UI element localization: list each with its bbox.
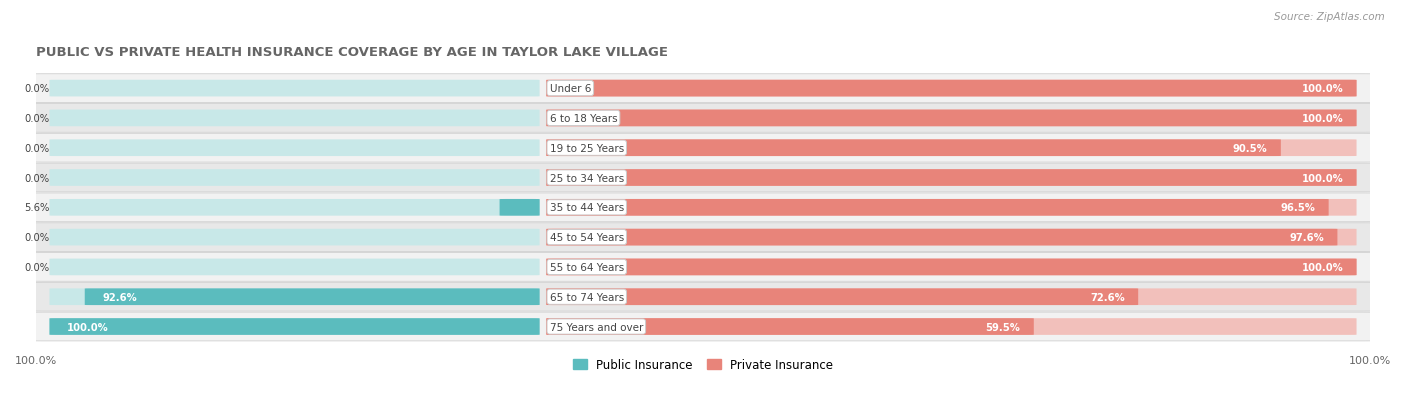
FancyBboxPatch shape bbox=[547, 259, 1357, 275]
Text: 97.6%: 97.6% bbox=[1289, 233, 1324, 242]
FancyBboxPatch shape bbox=[547, 110, 1357, 127]
FancyBboxPatch shape bbox=[27, 75, 1379, 103]
FancyBboxPatch shape bbox=[49, 110, 540, 127]
Text: 90.5%: 90.5% bbox=[1233, 143, 1267, 153]
FancyBboxPatch shape bbox=[547, 318, 1357, 335]
FancyBboxPatch shape bbox=[49, 140, 540, 157]
Text: 100.0%: 100.0% bbox=[1302, 173, 1343, 183]
Text: 6 to 18 Years: 6 to 18 Years bbox=[550, 114, 617, 123]
Text: Under 6: Under 6 bbox=[550, 84, 591, 94]
FancyBboxPatch shape bbox=[84, 289, 540, 305]
FancyBboxPatch shape bbox=[49, 259, 540, 275]
Text: 0.0%: 0.0% bbox=[24, 114, 49, 123]
FancyBboxPatch shape bbox=[547, 81, 1357, 97]
Text: 35 to 44 Years: 35 to 44 Years bbox=[550, 203, 624, 213]
FancyBboxPatch shape bbox=[547, 229, 1357, 246]
Text: 65 to 74 Years: 65 to 74 Years bbox=[550, 292, 624, 302]
Text: 0.0%: 0.0% bbox=[24, 84, 49, 94]
Text: 100.0%: 100.0% bbox=[1302, 262, 1343, 272]
Text: 5.6%: 5.6% bbox=[24, 203, 49, 213]
Text: 55 to 64 Years: 55 to 64 Years bbox=[550, 262, 624, 272]
FancyBboxPatch shape bbox=[27, 164, 1379, 192]
FancyBboxPatch shape bbox=[547, 199, 1357, 216]
FancyBboxPatch shape bbox=[547, 318, 1033, 335]
FancyBboxPatch shape bbox=[49, 318, 540, 335]
FancyBboxPatch shape bbox=[49, 170, 540, 186]
Text: 0.0%: 0.0% bbox=[24, 173, 49, 183]
Text: 19 to 25 Years: 19 to 25 Years bbox=[550, 143, 624, 153]
FancyBboxPatch shape bbox=[547, 140, 1357, 157]
Legend: Public Insurance, Private Insurance: Public Insurance, Private Insurance bbox=[568, 354, 838, 376]
Text: 0.0%: 0.0% bbox=[24, 143, 49, 153]
Text: 92.6%: 92.6% bbox=[103, 292, 136, 302]
FancyBboxPatch shape bbox=[547, 110, 1357, 127]
Text: 100.0%: 100.0% bbox=[1302, 114, 1343, 123]
FancyBboxPatch shape bbox=[547, 170, 1357, 186]
Text: 100.0%: 100.0% bbox=[67, 322, 108, 332]
Text: 75 Years and over: 75 Years and over bbox=[550, 322, 643, 332]
FancyBboxPatch shape bbox=[547, 170, 1357, 186]
FancyBboxPatch shape bbox=[547, 259, 1357, 275]
Text: 96.5%: 96.5% bbox=[1281, 203, 1315, 213]
FancyBboxPatch shape bbox=[27, 134, 1379, 163]
FancyBboxPatch shape bbox=[547, 289, 1357, 305]
FancyBboxPatch shape bbox=[27, 253, 1379, 282]
Text: 100.0%: 100.0% bbox=[1302, 84, 1343, 94]
FancyBboxPatch shape bbox=[27, 223, 1379, 252]
Text: 0.0%: 0.0% bbox=[24, 262, 49, 272]
Text: 25 to 34 Years: 25 to 34 Years bbox=[550, 173, 624, 183]
FancyBboxPatch shape bbox=[49, 199, 540, 216]
Text: Source: ZipAtlas.com: Source: ZipAtlas.com bbox=[1274, 12, 1385, 22]
FancyBboxPatch shape bbox=[49, 318, 540, 335]
FancyBboxPatch shape bbox=[49, 229, 540, 246]
FancyBboxPatch shape bbox=[547, 289, 1139, 305]
FancyBboxPatch shape bbox=[49, 81, 540, 97]
FancyBboxPatch shape bbox=[27, 193, 1379, 222]
FancyBboxPatch shape bbox=[547, 199, 1329, 216]
Text: 72.6%: 72.6% bbox=[1090, 292, 1125, 302]
FancyBboxPatch shape bbox=[49, 289, 540, 305]
FancyBboxPatch shape bbox=[499, 199, 540, 216]
FancyBboxPatch shape bbox=[547, 229, 1337, 246]
FancyBboxPatch shape bbox=[27, 282, 1379, 311]
FancyBboxPatch shape bbox=[547, 81, 1357, 97]
FancyBboxPatch shape bbox=[547, 140, 1281, 157]
Text: 59.5%: 59.5% bbox=[986, 322, 1021, 332]
Text: 0.0%: 0.0% bbox=[24, 233, 49, 242]
FancyBboxPatch shape bbox=[27, 104, 1379, 133]
Text: PUBLIC VS PRIVATE HEALTH INSURANCE COVERAGE BY AGE IN TAYLOR LAKE VILLAGE: PUBLIC VS PRIVATE HEALTH INSURANCE COVER… bbox=[37, 45, 668, 59]
FancyBboxPatch shape bbox=[27, 312, 1379, 341]
Text: 45 to 54 Years: 45 to 54 Years bbox=[550, 233, 624, 242]
